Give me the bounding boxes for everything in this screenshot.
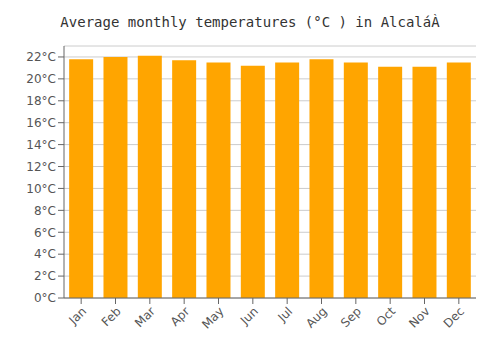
svg-text:16°C: 16°C	[26, 116, 56, 130]
svg-text:14°C: 14°C	[26, 138, 56, 152]
svg-text:May: May	[199, 304, 226, 331]
svg-text:0°C: 0°C	[34, 291, 56, 305]
svg-text:20°C: 20°C	[26, 72, 56, 86]
svg-text:Feb: Feb	[99, 304, 124, 329]
svg-text:Jan: Jan	[66, 304, 90, 328]
svg-text:8°C: 8°C	[34, 204, 56, 218]
svg-text:4°C: 4°C	[34, 247, 56, 261]
svg-text:22°C: 22°C	[26, 50, 56, 64]
svg-text:Apr: Apr	[168, 304, 193, 329]
svg-text:Oct: Oct	[374, 304, 399, 329]
svg-text:18°C: 18°C	[26, 94, 56, 108]
svg-text:Dec: Dec	[441, 304, 467, 330]
svg-text:Aug: Aug	[303, 304, 329, 330]
svg-text:6°C: 6°C	[34, 226, 56, 240]
svg-text:Jul: Jul	[274, 304, 295, 325]
svg-text:Jun: Jun	[237, 304, 261, 328]
html-text:Average monthly temperatures (: Average monthly temperatures (°C ) in Al…	[60, 14, 440, 30]
svg-text:Nov: Nov	[406, 304, 432, 330]
svg-text:12°C: 12°C	[26, 160, 56, 174]
svg-text:2°C: 2°C	[34, 269, 56, 283]
svg-text:Mar: Mar	[132, 304, 158, 330]
svg-text:Sep: Sep	[338, 304, 364, 330]
svg-text:10°C: 10°C	[26, 182, 56, 196]
